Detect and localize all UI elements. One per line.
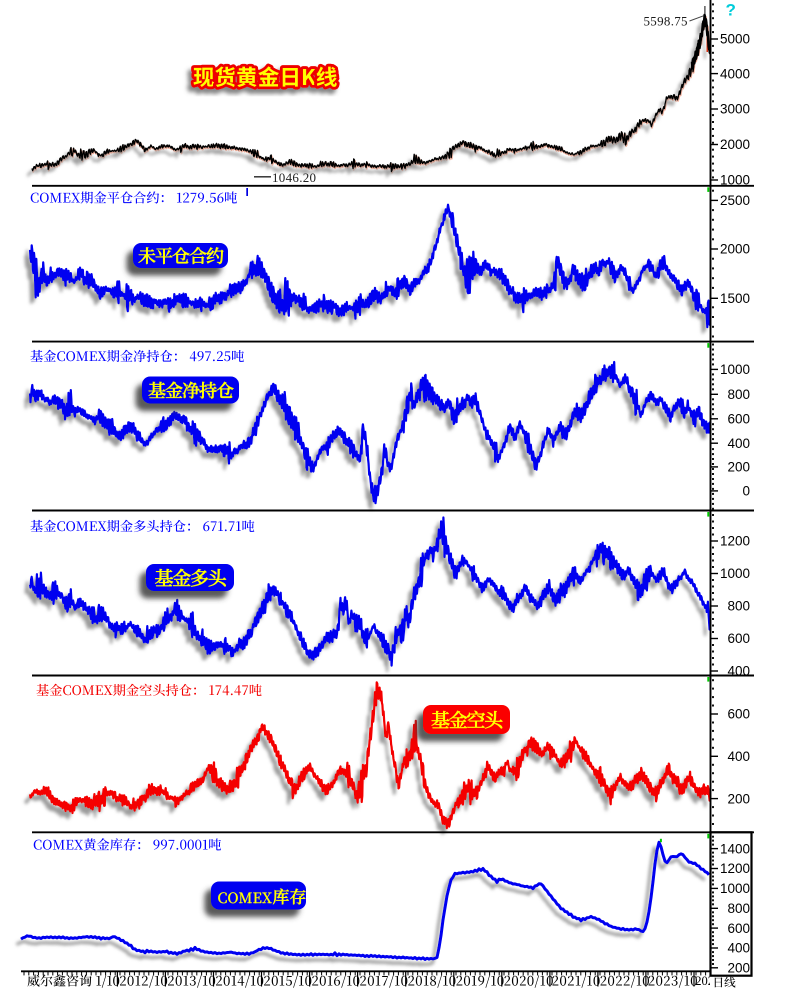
svg-text:1000: 1000 [720,173,750,188]
svg-text:2000: 2000 [720,137,750,152]
svg-text:0: 0 [742,484,750,499]
svg-text:1046.20: 1046.20 [272,170,316,185]
svg-text:4000: 4000 [720,66,750,81]
svg-text:800: 800 [727,599,750,614]
svg-text:200: 200 [727,460,750,475]
svg-text:400: 400 [727,664,750,679]
svg-text:600: 600 [727,707,750,722]
svg-text:1200: 1200 [720,534,750,549]
svg-text:1000: 1000 [720,566,750,581]
svg-text:400: 400 [727,941,750,956]
svg-text:400: 400 [727,749,750,764]
svg-text:5598.75: 5598.75 [644,14,688,29]
svg-text:400: 400 [727,436,750,451]
svg-text:3000: 3000 [720,102,750,117]
svg-text:800: 800 [727,387,750,402]
svg-text:1400: 1400 [720,841,750,856]
svg-text:2500: 2500 [720,193,750,208]
svg-text:1200: 1200 [720,861,750,876]
svg-text:2024/10: 2024/10 [695,974,736,988]
svg-text:200: 200 [727,961,750,976]
svg-text:1500: 1500 [720,291,750,306]
svg-text:600: 600 [727,412,750,427]
svg-text:1000: 1000 [720,881,750,896]
svg-text:800: 800 [727,901,750,916]
svg-text:1000: 1000 [720,362,750,377]
svg-text:600: 600 [727,921,750,936]
svg-text:?: ? [726,1,736,20]
svg-text:600: 600 [727,631,750,646]
svg-text:5000: 5000 [720,32,750,47]
svg-text:2000: 2000 [720,242,750,257]
svg-text:200: 200 [727,791,750,806]
